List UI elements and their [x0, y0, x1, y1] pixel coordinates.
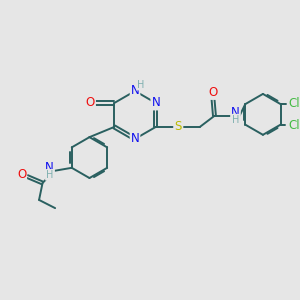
- Text: H: H: [137, 80, 145, 90]
- Text: S: S: [174, 120, 182, 134]
- Text: H: H: [232, 115, 239, 124]
- Text: N: N: [152, 97, 160, 110]
- Text: N: N: [130, 132, 140, 146]
- Text: Cl: Cl: [289, 97, 300, 110]
- Text: N: N: [130, 84, 140, 97]
- Text: O: O: [86, 97, 95, 110]
- Text: N: N: [231, 106, 240, 119]
- Text: H: H: [46, 170, 53, 180]
- Text: O: O: [208, 86, 217, 99]
- Text: O: O: [17, 168, 26, 181]
- Text: Cl: Cl: [288, 119, 300, 132]
- Text: N: N: [45, 161, 54, 174]
